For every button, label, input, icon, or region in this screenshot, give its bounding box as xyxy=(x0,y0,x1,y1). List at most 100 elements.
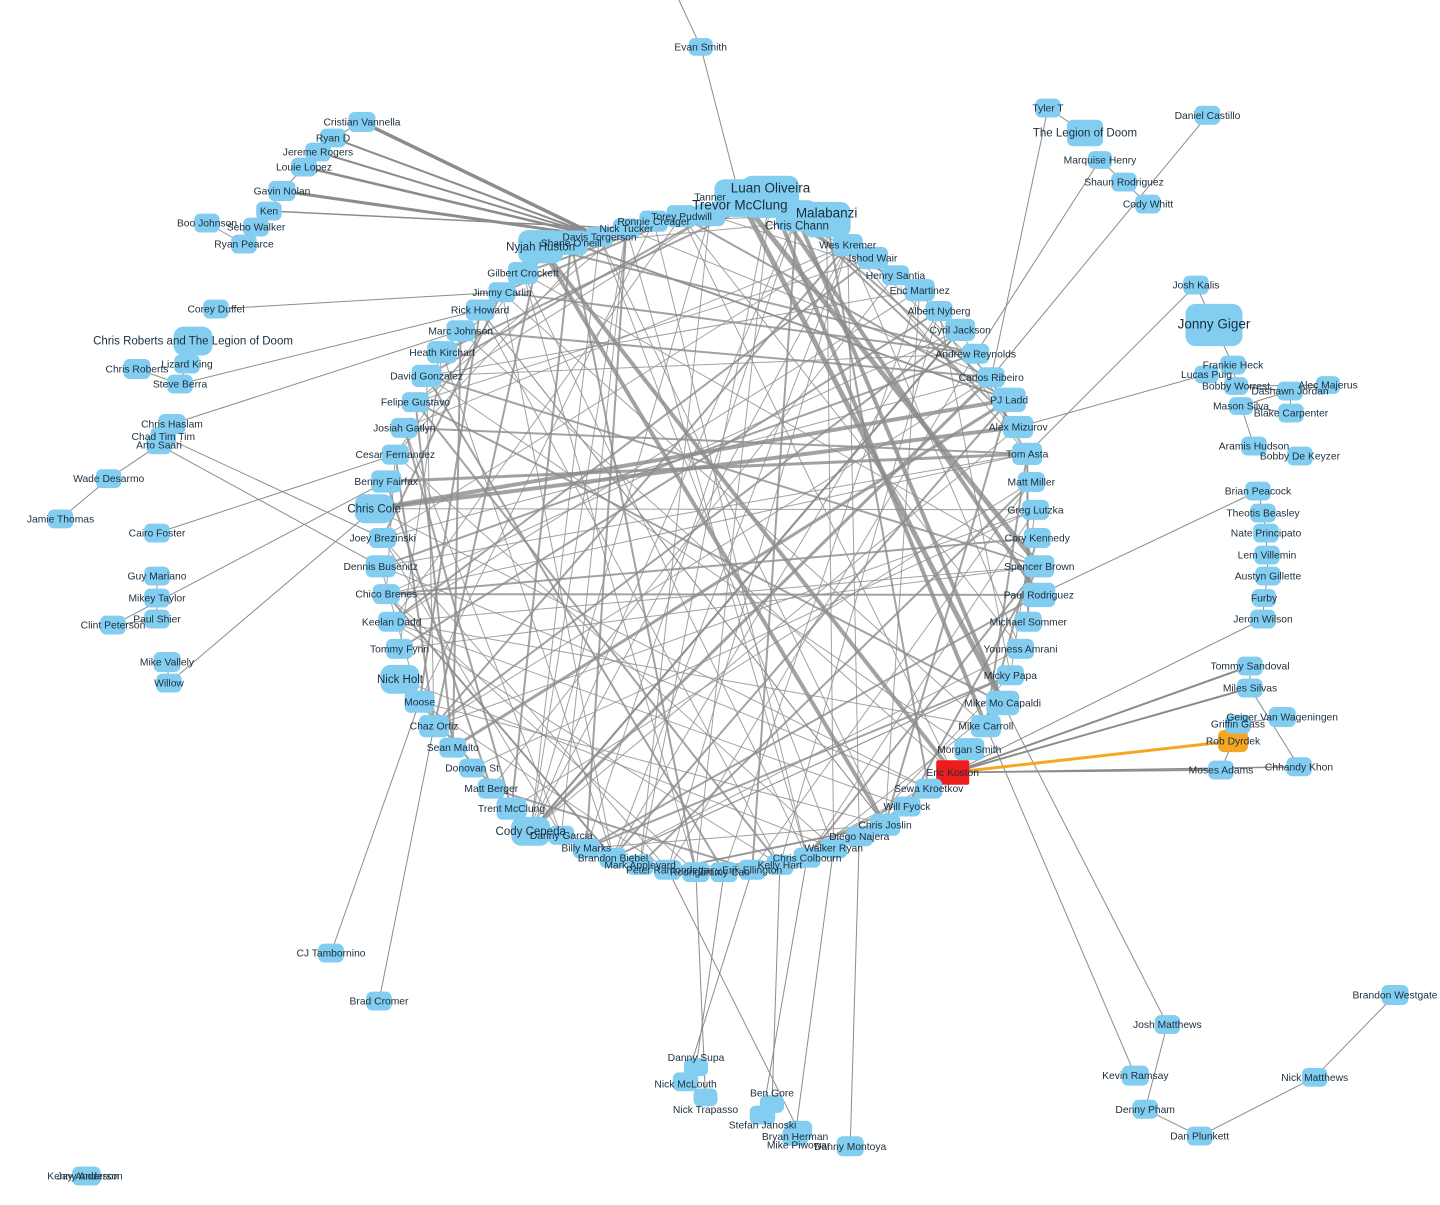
svg-text:Will Fyock: Will Fyock xyxy=(884,802,932,813)
svg-text:Gavin Nolan: Gavin Nolan xyxy=(254,187,311,198)
svg-text:Kevin Ramsay: Kevin Ramsay xyxy=(1102,1071,1169,1082)
svg-text:Miles Silvas: Miles Silvas xyxy=(1223,684,1277,695)
svg-text:Alex Mizurov: Alex Mizurov xyxy=(989,423,1049,434)
svg-text:Nate Principato: Nate Principato xyxy=(1231,529,1302,540)
svg-text:Willow: Willow xyxy=(154,679,184,690)
svg-text:Shaun Rodriguez: Shaun Rodriguez xyxy=(1084,178,1164,189)
svg-text:Eric Martinez: Eric Martinez xyxy=(890,286,950,297)
svg-text:Luan Oliveira: Luan Oliveira xyxy=(731,180,811,195)
svg-text:Wes Kremer: Wes Kremer xyxy=(819,241,877,252)
svg-text:Sewa Kroetkov: Sewa Kroetkov xyxy=(894,784,964,795)
svg-text:Chris Haslam: Chris Haslam xyxy=(141,420,203,431)
svg-text:Wade Desarmo: Wade Desarmo xyxy=(73,474,144,485)
svg-text:Benny Fairfax: Benny Fairfax xyxy=(354,477,418,488)
svg-text:Dan Plunkett: Dan Plunkett xyxy=(1170,1132,1229,1143)
svg-text:Jonny Giger: Jonny Giger xyxy=(1178,317,1251,332)
svg-text:Griffin Gass: Griffin Gass xyxy=(1211,720,1265,731)
svg-text:Steve Berra: Steve Berra xyxy=(153,380,208,391)
svg-text:Henry Santia: Henry Santia xyxy=(866,271,926,282)
svg-text:Josh Kalis: Josh Kalis xyxy=(1173,281,1220,292)
svg-text:Andrew Reynolds: Andrew Reynolds xyxy=(935,349,1016,360)
svg-text:Jeron Wilson: Jeron Wilson xyxy=(1233,615,1293,626)
svg-text:Ryan Pearce: Ryan Pearce xyxy=(214,240,274,251)
svg-text:Matt Berger: Matt Berger xyxy=(464,784,518,795)
svg-text:Ryan D: Ryan D xyxy=(316,134,350,145)
svg-text:Mike Mo Capaldi: Mike Mo Capaldi xyxy=(964,699,1041,710)
svg-text:Cristian Vannella: Cristian Vannella xyxy=(323,118,400,129)
svg-text:Mike Vallely: Mike Vallely xyxy=(140,658,195,669)
svg-text:Chris Chann: Chris Chann xyxy=(765,221,829,233)
svg-text:Lizard King: Lizard King xyxy=(161,360,213,371)
svg-text:Blake Carpenter: Blake Carpenter xyxy=(1254,409,1329,420)
svg-text:Heath Kirchart: Heath Kirchart xyxy=(409,348,475,359)
svg-text:Spencer Brown: Spencer Brown xyxy=(1004,562,1075,573)
svg-text:Brian Peacock: Brian Peacock xyxy=(1225,487,1292,498)
svg-text:Malabanzi: Malabanzi xyxy=(796,205,858,220)
svg-text:Tom Asta: Tom Asta xyxy=(1006,450,1049,461)
svg-text:Evan Smith: Evan Smith xyxy=(674,43,727,54)
svg-text:Micky Papa: Micky Papa xyxy=(984,671,1037,682)
svg-text:Moose: Moose xyxy=(404,697,435,708)
svg-text:Jereme Rogers: Jereme Rogers xyxy=(283,148,353,159)
svg-text:Louie Lopez: Louie Lopez xyxy=(276,163,332,174)
svg-text:Marquise Henry: Marquise Henry xyxy=(1064,156,1138,167)
svg-text:Mike Carroll: Mike Carroll xyxy=(958,722,1013,733)
svg-text:Lem Villemin: Lem Villemin xyxy=(1238,551,1297,562)
svg-text:Ishod Wair: Ishod Wair xyxy=(848,254,897,265)
svg-text:Cory Kennedy: Cory Kennedy xyxy=(1005,534,1071,545)
svg-text:Furby: Furby xyxy=(1251,594,1278,605)
svg-text:Brandon Westgate: Brandon Westgate xyxy=(1352,991,1437,1002)
svg-text:Chris Roberts and The Legion o: Chris Roberts and The Legion of Doom xyxy=(93,336,293,348)
svg-text:Josh Matthews: Josh Matthews xyxy=(1133,1020,1202,1031)
svg-text:Felipe Gustavo: Felipe Gustavo xyxy=(381,398,451,409)
svg-text:Austyn Gillette: Austyn Gillette xyxy=(1235,572,1302,583)
svg-text:Youness Amrani: Youness Amrani xyxy=(983,644,1057,655)
svg-text:David Gonzalez: David Gonzalez xyxy=(390,372,463,383)
svg-text:Diego Najera: Diego Najera xyxy=(829,832,889,843)
svg-text:Nick Trapasso: Nick Trapasso xyxy=(673,1105,739,1116)
svg-text:Mikey Taylor: Mikey Taylor xyxy=(128,594,186,605)
svg-text:Matt Miller: Matt Miller xyxy=(1008,478,1056,489)
svg-text:Chris Joslin: Chris Joslin xyxy=(858,820,911,831)
svg-text:Albert Nyberg: Albert Nyberg xyxy=(908,307,971,318)
svg-text:Mike Piwowar: Mike Piwowar xyxy=(767,1140,831,1151)
svg-text:Lucas Puig: Lucas Puig xyxy=(1181,370,1232,381)
svg-text:Michael Sommer: Michael Sommer xyxy=(990,617,1068,628)
svg-text:Torey Pudwill: Torey Pudwill xyxy=(651,212,712,223)
svg-text:Chhandy Khon: Chhandy Khon xyxy=(1265,762,1333,773)
svg-text:Daniel Castillo: Daniel Castillo xyxy=(1175,111,1241,122)
svg-text:Dennis Busenitz: Dennis Busenitz xyxy=(343,562,417,573)
svg-text:Donovan St: Donovan St xyxy=(445,764,499,775)
svg-text:Jay Anderson: Jay Anderson xyxy=(57,1172,120,1183)
svg-text:Guy Mariano: Guy Mariano xyxy=(128,572,187,583)
svg-text:Rob Dyrdek: Rob Dyrdek xyxy=(1206,737,1261,748)
svg-text:Carlos Ribeiro: Carlos Ribeiro xyxy=(959,373,1025,384)
svg-text:Chico Brenes: Chico Brenes xyxy=(355,590,417,601)
svg-text:Frankie Heck: Frankie Heck xyxy=(1203,361,1265,372)
svg-text:Billy Marks: Billy Marks xyxy=(561,844,611,855)
svg-text:Corey Duffel: Corey Duffel xyxy=(187,305,244,316)
svg-text:Nick Matthews: Nick Matthews xyxy=(1281,1073,1348,1084)
svg-text:Cody Cepeda: Cody Cepeda xyxy=(496,826,567,838)
svg-text:Boo Johnson: Boo Johnson xyxy=(177,219,237,230)
svg-text:Marc Johnson: Marc Johnson xyxy=(428,326,493,337)
svg-text:Bobby De Keyzer: Bobby De Keyzer xyxy=(1260,452,1341,463)
svg-text:Cody Whitt: Cody Whitt xyxy=(1123,200,1173,211)
svg-text:Trent McClung: Trent McClung xyxy=(478,804,545,815)
svg-text:Chris Cole: Chris Cole xyxy=(347,503,401,515)
svg-text:PJ Ladd: PJ Ladd xyxy=(990,395,1028,406)
svg-text:Tommy Fynn: Tommy Fynn xyxy=(370,644,429,655)
svg-text:Tommy Sandoval: Tommy Sandoval xyxy=(1211,662,1290,673)
svg-text:Dashawn Jordan: Dashawn Jordan xyxy=(1251,387,1329,398)
svg-text:Brad Cromer: Brad Cromer xyxy=(350,997,410,1008)
svg-text:Sean Malto: Sean Malto xyxy=(427,743,479,754)
svg-text:Ken: Ken xyxy=(260,207,279,218)
svg-text:CJ Tambornino: CJ Tambornino xyxy=(296,949,365,960)
svg-text:Joey Brezinski: Joey Brezinski xyxy=(350,534,416,545)
svg-text:Tyler T: Tyler T xyxy=(1032,104,1064,115)
svg-text:Josiah Gatlyn: Josiah Gatlyn xyxy=(373,424,436,435)
svg-text:Nick Holt: Nick Holt xyxy=(377,674,424,686)
svg-text:Gilbert Crockett: Gilbert Crockett xyxy=(487,269,559,280)
svg-text:Trevor McClung: Trevor McClung xyxy=(692,198,788,213)
svg-text:Nick McLouth: Nick McLouth xyxy=(654,1079,717,1090)
